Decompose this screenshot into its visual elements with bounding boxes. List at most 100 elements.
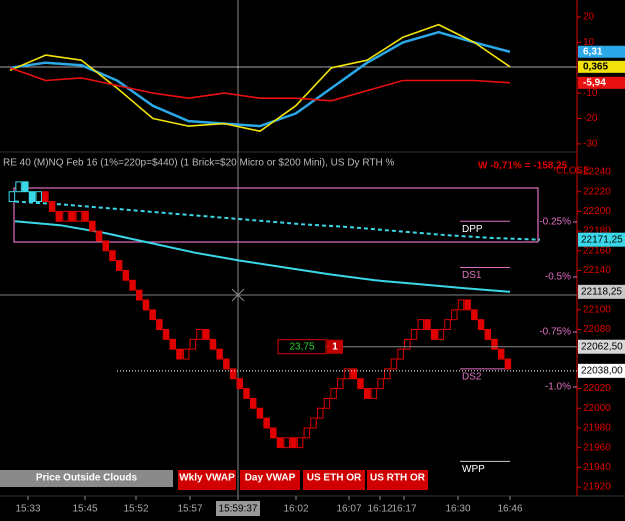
renko-brick (410, 329, 418, 340)
y-tick-label: 22160 (583, 245, 611, 256)
renko-brick (310, 417, 317, 429)
renko-brick (477, 319, 485, 330)
toolbar-button[interactable] (367, 470, 428, 490)
count-label: 1 (332, 341, 338, 352)
time-label: 15:33 (15, 504, 40, 515)
y-tick-label: -10 (583, 88, 598, 99)
toolbar-button-label[interactable]: Wkly VWAP (179, 473, 235, 484)
y-tick-label: 22020 (583, 383, 611, 394)
y-tick-label: 20 (583, 12, 595, 23)
price-label-box (578, 363, 625, 378)
renko-brick (115, 260, 123, 271)
y-tick-label: 22000 (583, 403, 611, 414)
renko-brick (136, 289, 143, 301)
last-value-label: 0,365 (583, 61, 608, 72)
renko-brick (203, 329, 210, 340)
time-label: 15:59:37 (219, 504, 258, 515)
time-label: 16:07 (336, 504, 361, 515)
count-box (327, 339, 343, 354)
y-tick-label: 22220 (583, 186, 611, 197)
renko-brick (236, 378, 244, 390)
renko-brick (417, 319, 425, 330)
crosshair-cursor (231, 288, 245, 302)
renko-brick (182, 348, 190, 360)
renko-brick (15, 181, 22, 193)
renko-brick (223, 358, 230, 370)
toolbar-button[interactable] (0, 470, 173, 487)
toolbar-button[interactable] (178, 470, 236, 490)
toolbar-button[interactable] (303, 470, 365, 490)
renko-brick (276, 437, 284, 449)
chart-layer: 20 10 -10 -20 -30 6,31 0,365 -5,94 RE 40 (M)NQ F… (0, 12, 625, 516)
renko-brick (384, 368, 391, 380)
renko-brick (296, 437, 304, 449)
renko-brick (424, 319, 431, 330)
renko-brick (68, 210, 76, 222)
last-value-box (578, 76, 625, 89)
renko-brick (337, 378, 344, 390)
renko-brick (22, 181, 29, 193)
renko-brick (189, 338, 197, 350)
renko-brick (256, 407, 264, 419)
renko-brick (109, 250, 116, 262)
renko-brick (62, 210, 69, 222)
toolbar-button-label[interactable]: US ETH OR (307, 473, 362, 484)
renko-brick (390, 358, 398, 370)
oscillator-line (9, 67, 511, 102)
pct-tick-label: -0.5% (545, 272, 571, 283)
y-tick-label: 21940 (583, 462, 611, 473)
y-tick-label: 22080 (583, 324, 611, 335)
time-label: 15:45 (72, 504, 97, 515)
pivot-label: WPP (462, 464, 485, 475)
renko-brick (263, 417, 270, 429)
renko-brick (156, 319, 163, 330)
renko-brick (464, 299, 471, 311)
last-value-label: -5,94 (583, 77, 606, 88)
renko-brick (249, 397, 257, 409)
pivot-label: DS2 (462, 372, 482, 383)
price-label: 22171,25 (581, 234, 623, 245)
renko-brick (451, 309, 458, 321)
renko-brick (357, 378, 364, 390)
indicator-line (14, 200, 541, 241)
last-value-label: 6,31 (583, 46, 603, 57)
toolbar-button-label[interactable]: Day VWAP (245, 473, 296, 484)
counter-box (277, 339, 327, 355)
renko-brick (370, 388, 378, 399)
toolbar-button-label[interactable]: US RTH OR (370, 473, 426, 484)
y-tick-label: -30 (583, 139, 598, 150)
oscillator-line (9, 23, 511, 132)
y-tick-label: -20 (583, 113, 598, 124)
weekly-stat: W -0,71% = -158,25 (478, 161, 568, 172)
renko-brick (216, 348, 223, 360)
close-tag: CLOSE (556, 166, 590, 177)
renko-brick (504, 358, 512, 370)
pivot-label: DS1 (462, 270, 482, 281)
y-tick-label: 10 (583, 37, 595, 48)
renko-brick (82, 210, 89, 222)
renko-brick (28, 191, 36, 203)
renko-brick (229, 368, 237, 380)
renko-brick (243, 388, 250, 399)
time-label: 16:12 (367, 504, 392, 515)
renko-brick (89, 220, 96, 232)
renko-brick (404, 338, 411, 350)
renko-brick (162, 329, 170, 340)
renko-brick (430, 329, 438, 340)
y-tick-label: 22180 (583, 226, 611, 237)
toolbar-button[interactable] (240, 470, 300, 490)
cursor-time-box (216, 501, 260, 516)
toolbar-button-label[interactable]: Price Outside Clouds (36, 473, 138, 484)
renko-brick (444, 319, 451, 330)
y-tick-label: 22100 (583, 304, 611, 315)
renko-brick (75, 210, 83, 222)
price-label: 22118,25 (581, 286, 622, 297)
last-value-box (578, 60, 625, 73)
renko-brick (142, 299, 150, 311)
time-label: 15:52 (123, 504, 148, 515)
renko-brick (471, 309, 478, 321)
renko-brick (377, 378, 384, 390)
time-label: 16:17 (391, 504, 416, 515)
price-label-box (578, 232, 625, 247)
